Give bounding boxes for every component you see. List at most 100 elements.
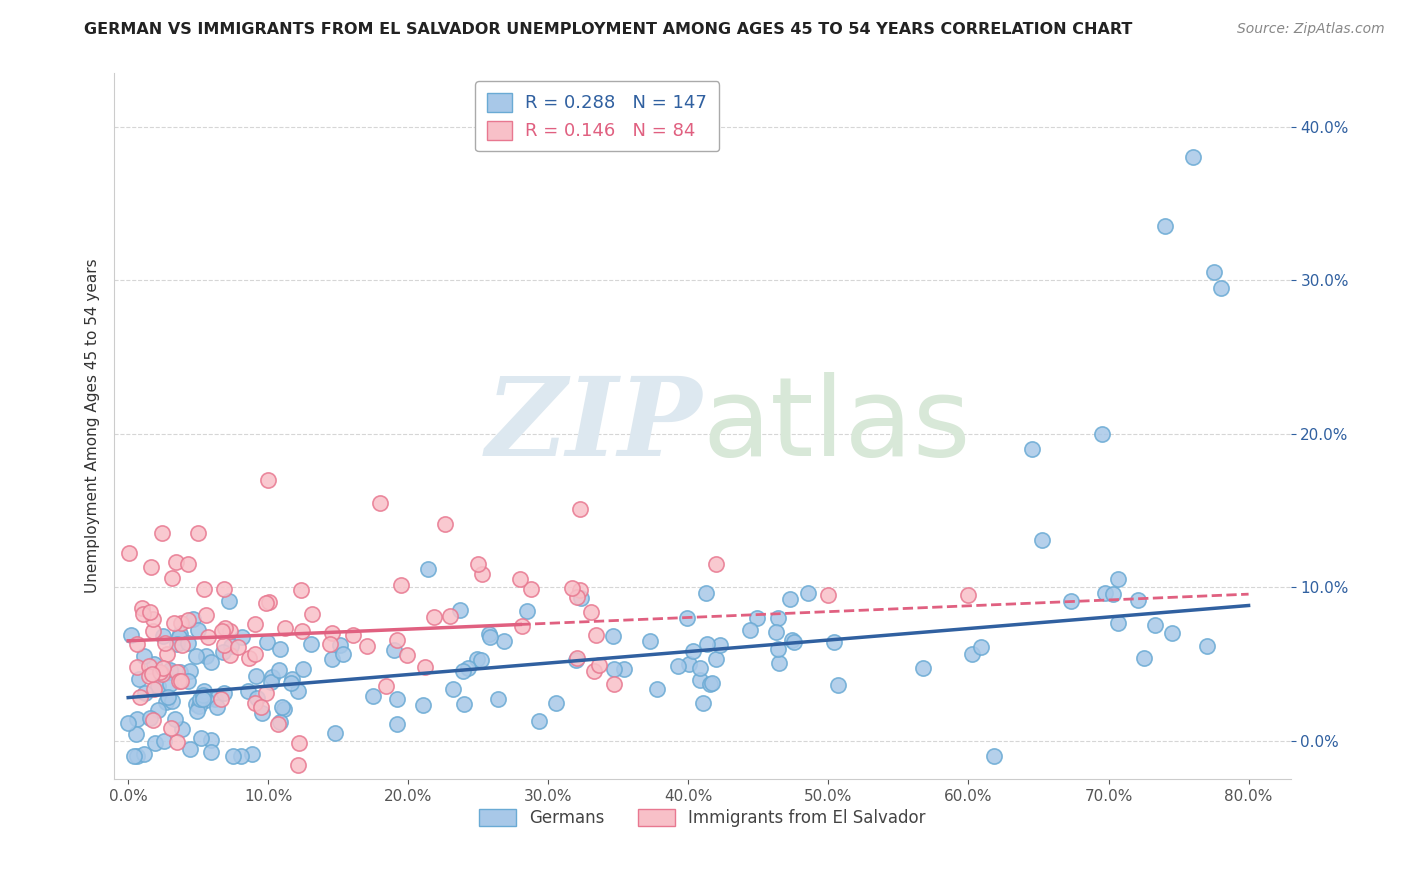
Point — [287, 683, 309, 698]
Point — [142, 713, 165, 727]
Point — [191, 689, 214, 703]
Point — [613, 662, 636, 676]
Point — [246, 690, 269, 705]
Point — [1107, 572, 1129, 586]
Point — [439, 608, 461, 623]
Point — [226, 640, 249, 654]
Point — [159, 665, 181, 679]
Point — [273, 702, 295, 716]
Point — [287, 757, 309, 772]
Point — [187, 699, 209, 714]
Point — [516, 605, 538, 619]
Point — [509, 573, 531, 587]
Point — [153, 734, 176, 748]
Point — [1153, 219, 1175, 234]
Point — [423, 610, 446, 624]
Point — [1031, 533, 1053, 548]
Point — [1181, 150, 1204, 164]
Point — [413, 660, 436, 674]
Point — [387, 692, 409, 706]
Point — [188, 691, 211, 706]
Point — [229, 748, 252, 763]
Point — [823, 634, 845, 648]
Point — [544, 696, 567, 710]
Point — [179, 741, 201, 756]
Point — [194, 693, 217, 707]
Point — [222, 748, 245, 763]
Point — [219, 624, 242, 639]
Point — [159, 677, 181, 691]
Point — [280, 675, 302, 690]
Point — [238, 651, 260, 665]
Point — [152, 629, 174, 643]
Point — [449, 603, 471, 617]
Point — [1107, 616, 1129, 631]
Point — [779, 591, 801, 606]
Point — [181, 612, 204, 626]
Point — [766, 642, 789, 657]
Point — [132, 648, 155, 663]
Point — [177, 636, 200, 650]
Point — [1021, 442, 1043, 456]
Point — [561, 581, 583, 595]
Point — [356, 639, 378, 653]
Point — [187, 526, 209, 541]
Point — [219, 639, 242, 653]
Point — [204, 691, 226, 706]
Point — [983, 748, 1005, 763]
Point — [569, 591, 592, 606]
Point — [269, 641, 291, 656]
Point — [1133, 650, 1156, 665]
Point — [267, 717, 290, 731]
Point — [142, 681, 165, 696]
Point — [167, 673, 190, 688]
Point — [177, 613, 200, 627]
Point — [148, 679, 170, 693]
Point — [451, 664, 474, 678]
Point — [191, 692, 214, 706]
Point — [150, 667, 173, 681]
Point — [152, 661, 174, 675]
Point — [682, 643, 704, 657]
Point — [434, 516, 457, 531]
Point — [212, 645, 235, 659]
Point — [696, 637, 718, 651]
Point — [1060, 594, 1083, 608]
Point — [602, 662, 624, 676]
Point — [218, 593, 240, 607]
Point — [603, 677, 626, 691]
Point — [166, 665, 188, 680]
Point — [165, 712, 187, 726]
Point — [167, 630, 190, 644]
Point — [588, 658, 610, 673]
Point — [817, 588, 839, 602]
Point — [257, 473, 280, 487]
Point — [319, 637, 342, 651]
Point — [170, 638, 193, 652]
Point — [738, 624, 761, 638]
Point — [1094, 586, 1116, 600]
Point — [143, 736, 166, 750]
Point — [193, 582, 215, 596]
Point — [142, 624, 165, 639]
Text: atlas: atlas — [703, 373, 972, 479]
Point — [768, 611, 790, 625]
Point — [291, 624, 314, 638]
Point — [453, 697, 475, 711]
Point — [291, 662, 314, 676]
Y-axis label: Unemployment Among Ages 45 to 54 years: Unemployment Among Ages 45 to 54 years — [86, 259, 100, 593]
Point — [387, 633, 409, 648]
Point — [332, 648, 354, 662]
Point — [602, 629, 624, 643]
Point — [190, 731, 212, 745]
Point — [702, 676, 724, 690]
Point — [179, 665, 201, 679]
Point — [441, 681, 464, 696]
Point — [245, 669, 267, 683]
Point — [477, 627, 499, 641]
Point — [138, 606, 160, 620]
Point — [412, 698, 434, 712]
Point — [160, 694, 183, 708]
Point — [195, 607, 218, 622]
Point — [262, 669, 284, 683]
